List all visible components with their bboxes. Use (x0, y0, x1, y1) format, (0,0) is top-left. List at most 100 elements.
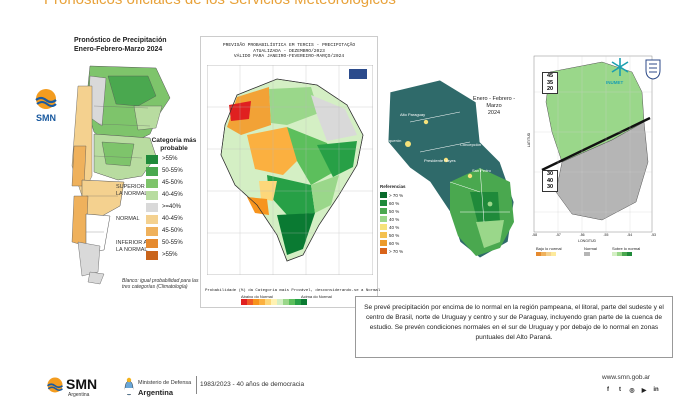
footer-ministry-line1: Ministerio de Defensa (138, 380, 192, 386)
legend-label: 50-55% (162, 240, 183, 246)
paraguay-title-line1: Enero - Febrero - Marzo (472, 96, 516, 109)
paraguay-title-line2: 2024 (487, 110, 501, 116)
legend-swatch (380, 240, 387, 246)
footer-democracy-text: 1983/2023 - 40 años de democracia (200, 381, 305, 388)
footer-url[interactable]: www.smn.gob.ar (602, 374, 651, 381)
region-label-presidente-hayes: Presidente Hayes (424, 158, 456, 163)
brasil-color-scale (241, 299, 307, 305)
below-normal-label-line2: LA NORMAL (116, 247, 148, 253)
paraguay-forecast-panel: Alto Paraguay Boquerón Presidente Hayes … (380, 72, 520, 272)
legend-swatch (146, 190, 158, 200)
youtube-icon[interactable]: ▶ (641, 387, 647, 394)
facebook-icon[interactable]: f (607, 387, 609, 393)
uruguay-legend-normal: Normal (584, 246, 597, 256)
legend-label: 40-45% (162, 216, 183, 222)
legend-swatch (146, 250, 158, 260)
brasil-scale-swatch (289, 299, 295, 305)
inumet-logo-text: INUMET (606, 80, 624, 85)
paraguay-legend-row: 60 % (380, 239, 406, 247)
legend-swatch (146, 202, 158, 212)
uruguay-lower-probs: 30 40 30 (542, 170, 558, 192)
lon-tick-label: -56 (579, 233, 585, 237)
legend-swatch (380, 200, 387, 206)
inumet-logos: INUMET (604, 56, 674, 96)
uruguay-legend-above: Sobre lo normal (612, 246, 640, 256)
normal-label: NORMAL (116, 216, 140, 222)
argentina-legend-row: 45-50% (146, 225, 202, 237)
slide-title: Pronósticos oficiales de los Servicios M… (44, 0, 396, 8)
above-normal-label-line1: SUPERIOR A (116, 184, 150, 190)
uruguay-legend-above-label: Sobre lo normal (612, 246, 641, 251)
linkedin-icon[interactable]: in (653, 387, 659, 393)
brasil-header-line2: ATUALIZADA - DEZEMBRO/2023 (253, 48, 325, 54)
paraguay-legend-row: 40 % (380, 215, 406, 223)
argentina-legend-rows: >55% 50-55% 45-50% 40-45% >=40% 40-45% 45-50% 5… (146, 153, 202, 261)
lower-prob-normal: 40 (546, 177, 554, 184)
brasil-scale-swatch (241, 299, 247, 305)
brasil-below-label: Abaixo do Normal (241, 294, 273, 299)
uruguay-upper-probs: 45 35 20 (542, 72, 558, 94)
legend-label: 50 % (389, 208, 400, 214)
legend-swatch (380, 216, 387, 222)
argentina-coat-of-arms-icon (124, 377, 134, 396)
argentina-legend-row: 40-45% (146, 189, 202, 201)
footer-separator (196, 376, 197, 394)
brasil-map (207, 65, 373, 275)
legend-swatch (380, 232, 387, 238)
uruguay-legend-normal-label: Normal (584, 246, 597, 251)
lower-prob-below: 30 (546, 184, 554, 190)
legend-swatch (380, 248, 387, 254)
paraguay-legend-row: 50 % (380, 231, 406, 239)
paraguay-title: Enero - Febrero - Marzo 2024 (468, 96, 520, 117)
paraguay-legend: Referencias > 70 % 60 % 50 % 40 % 40 % 50 % 60… (380, 184, 406, 255)
legend-label: 60 % (389, 240, 400, 246)
paraguay-map (387, 79, 515, 259)
lon-tick-label: -55 (603, 233, 609, 237)
brasil-scale-swatch (265, 299, 271, 305)
paraguay-legend-row: > 70 % (380, 191, 406, 199)
argentina-legend: Categoría más probable >55% 50-55% 45-50% 4… (146, 137, 202, 261)
below-normal-label: INFERIOR A LA NORMAL (116, 240, 147, 254)
legend-label: 50 % (389, 232, 400, 238)
upper-prob-below: 20 (546, 86, 554, 92)
brasil-scale-swatch (283, 299, 289, 305)
inmet-logo (349, 69, 367, 79)
legend-swatch (380, 224, 387, 230)
argentina-forecast-panel: Pronóstico de Precipitación Enero-Febrer… (4, 30, 200, 300)
region-label-concepcion: Concepción (460, 142, 482, 147)
legend-label: 50-55% (162, 168, 183, 174)
category-header-line1: Categoría más (151, 137, 197, 144)
legend-label: 60 % (389, 200, 400, 206)
legend-swatch (146, 154, 158, 164)
legend-swatch (146, 214, 158, 224)
uruguay-legend-below: Bajo lo normal (536, 246, 562, 256)
region-label-san-pedro: San Pedro (472, 168, 491, 173)
legend-label: >55% (162, 156, 178, 162)
uruguay-lat-label: LATITUD (527, 132, 532, 148)
below-normal-label-line1: INFERIOR A (116, 240, 148, 246)
instagram-icon[interactable]: ◎ (629, 387, 635, 394)
argentina-footnote: Blanco: igual probabilidad para las tres… (122, 278, 199, 290)
smn-logo-text: SMN (36, 113, 56, 123)
upper-prob-normal: 35 (546, 79, 554, 86)
brasil-footer: Probabilidade (%) da Categoria mais Prov… (205, 289, 381, 293)
legend-label: 40 % (389, 216, 400, 222)
lon-tick-label: -58 (532, 233, 538, 237)
brasil-scale-swatch (259, 299, 265, 305)
twitter-icon[interactable]: t (619, 387, 621, 393)
paraguay-legend-rows: > 70 % 60 % 50 % 40 % 40 % 50 % 60 % > 70 % (380, 191, 406, 255)
argentina-title-line1: Pronóstico de Precipitación (74, 37, 167, 44)
legend-label: 40 % (389, 224, 400, 230)
argentina-legend-row: 50-55% (146, 165, 202, 177)
argentina-title: Pronóstico de Precipitación Enero-Febrer… (74, 36, 167, 54)
legend-label: > 70 % (389, 192, 404, 198)
brasil-above-label: Acima do Normal (301, 294, 332, 299)
footer-social-icons: f t ◎ ▶ in (604, 386, 660, 394)
uruguay-lon-label: LONGITUD (578, 239, 597, 243)
smn-logo: SMN (34, 87, 70, 127)
argentina-legend-row: 50-55% (146, 237, 202, 249)
legend-label: 45-50% (162, 228, 183, 234)
brasil-scale-swatch (301, 299, 307, 305)
legend-swatch (146, 166, 158, 176)
paraguay-legend-row: 50 % (380, 207, 406, 215)
